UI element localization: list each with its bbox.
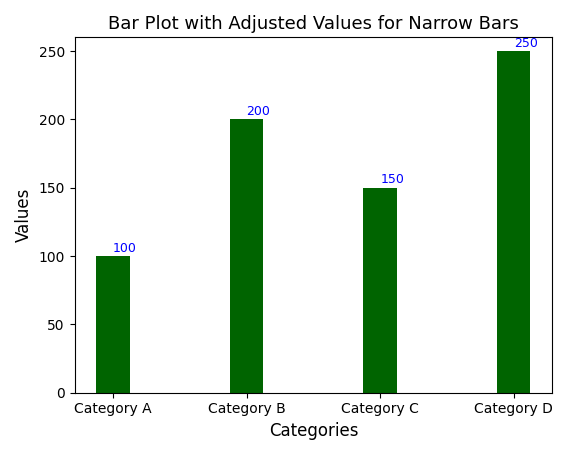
Text: 100: 100 xyxy=(113,242,137,255)
Text: 150: 150 xyxy=(380,173,404,187)
Bar xyxy=(497,51,530,393)
Bar xyxy=(96,256,130,393)
Text: 250: 250 xyxy=(514,37,538,50)
Y-axis label: Values: Values xyxy=(15,188,33,242)
Text: 200: 200 xyxy=(247,105,271,118)
Bar xyxy=(230,119,263,393)
X-axis label: Categories: Categories xyxy=(268,422,358,440)
Bar xyxy=(364,188,397,393)
Title: Bar Plot with Adjusted Values for Narrow Bars: Bar Plot with Adjusted Values for Narrow… xyxy=(108,15,519,33)
